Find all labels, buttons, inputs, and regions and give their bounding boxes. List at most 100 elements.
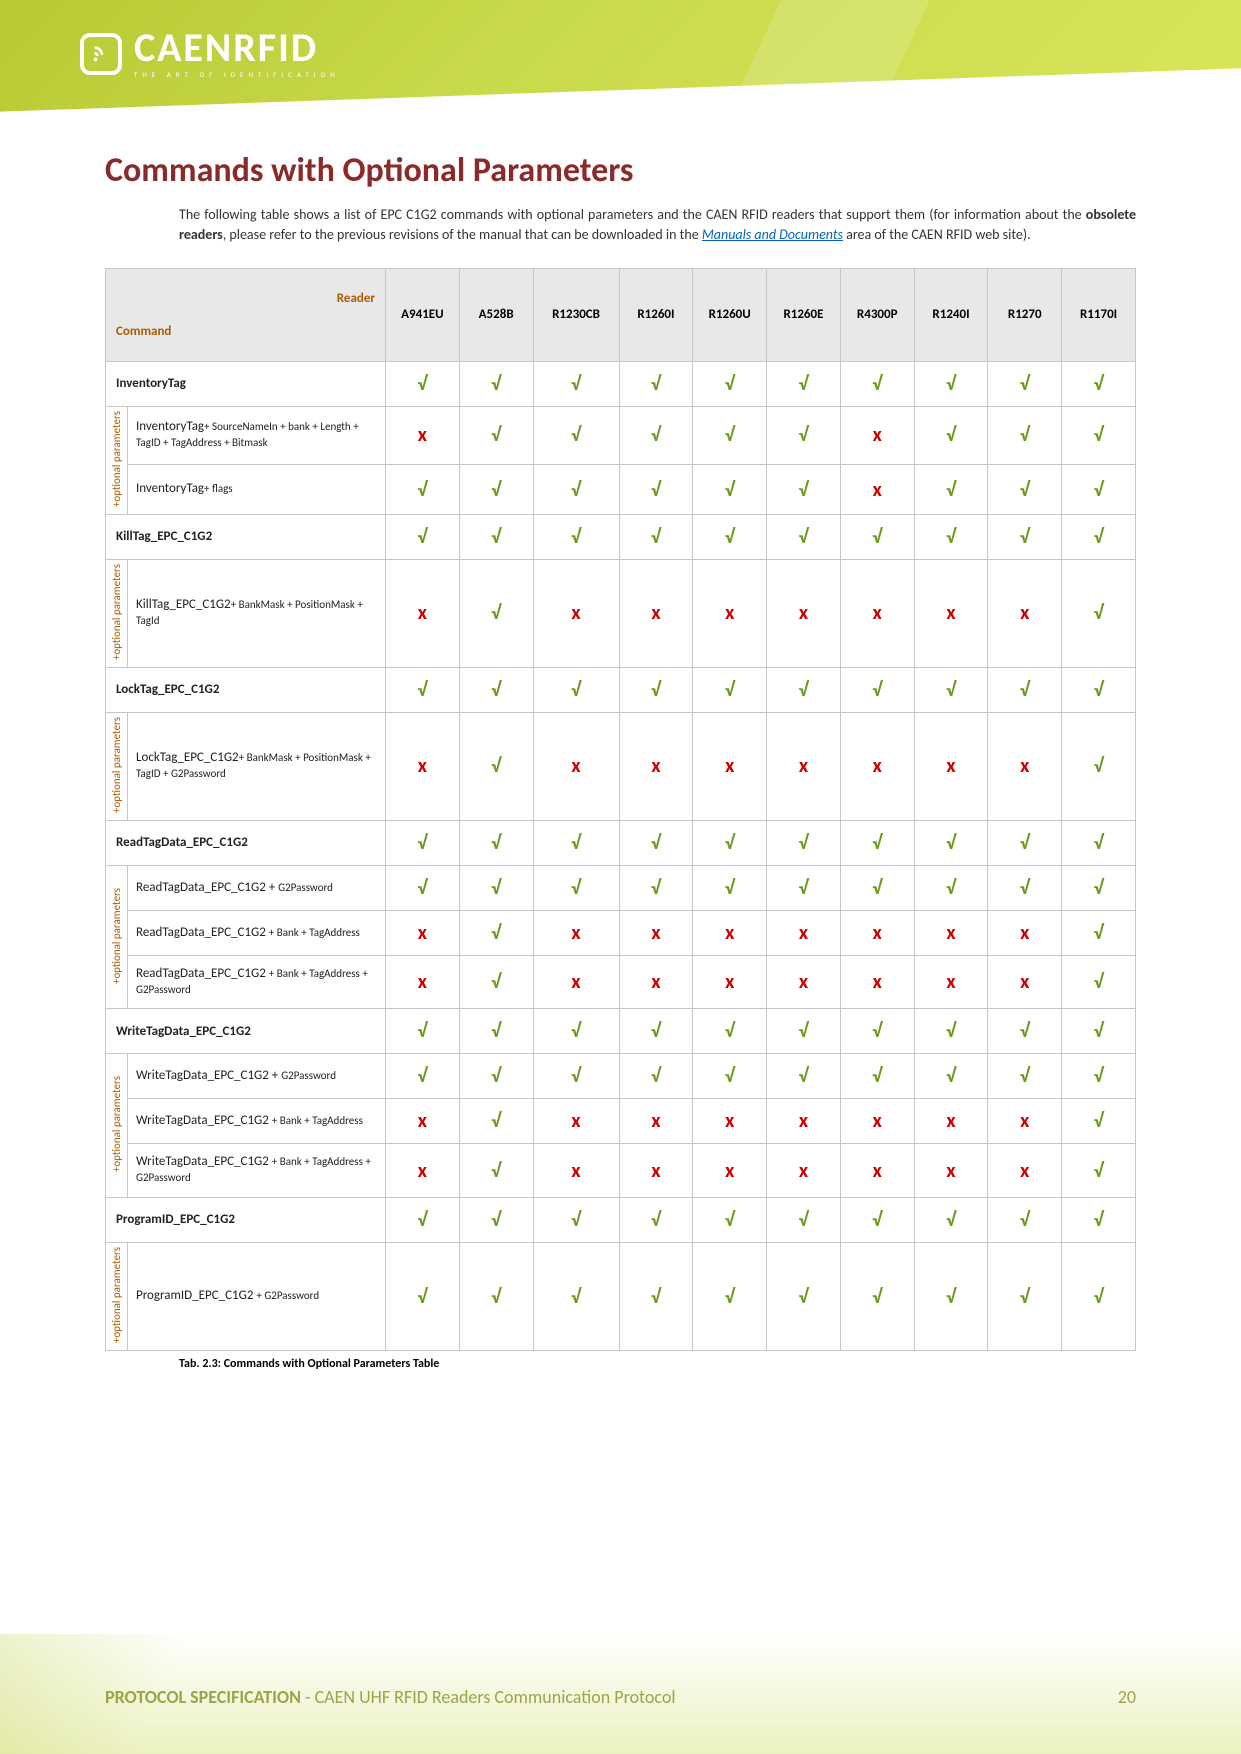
footer-sub: - CAEN UHF RFID Readers Communication Pr…: [301, 1686, 676, 1708]
support-cell: √: [767, 361, 841, 406]
sub-command-name: InventoryTag+ flags: [128, 465, 386, 514]
sub-command-name: KillTag_EPC_C1G2+ BankMask + PositionMas…: [128, 559, 386, 667]
command-name: LockTag_EPC_C1G2: [106, 667, 386, 712]
command-name: KillTag_EPC_C1G2: [106, 514, 386, 559]
support-cell: x: [914, 910, 988, 955]
support-cell: √: [533, 667, 619, 712]
support-cell: √: [459, 1144, 533, 1197]
support-cell: x: [767, 1099, 841, 1144]
support-cell: √: [767, 406, 841, 465]
sub-command-name: ProgramID_EPC_C1G2 + G2Password: [128, 1242, 386, 1350]
table-row: ReadTagData_EPC_C1G2 + Bank + TagAddress…: [106, 910, 1136, 955]
support-cell: x: [619, 559, 693, 667]
support-cell: √: [693, 1009, 767, 1054]
support-cell: x: [767, 559, 841, 667]
support-cell: √: [459, 1197, 533, 1242]
support-cell: x: [988, 1099, 1062, 1144]
support-cell: x: [767, 910, 841, 955]
support-cell: x: [386, 955, 460, 1008]
support-cell: √: [533, 465, 619, 514]
support-cell: √: [619, 1009, 693, 1054]
table-row: LockTag_EPC_C1G2√√√√√√√√√√: [106, 667, 1136, 712]
support-cell: √: [619, 361, 693, 406]
col-header: R1170I: [1062, 268, 1136, 361]
optional-params-label: +optional parameters: [106, 1242, 128, 1350]
sub-command-name: LockTag_EPC_C1G2+ BankMask + PositionMas…: [128, 712, 386, 820]
support-cell: √: [1062, 1099, 1136, 1144]
support-cell: x: [767, 712, 841, 820]
support-cell: √: [988, 820, 1062, 865]
support-cell: √: [459, 406, 533, 465]
support-cell: x: [693, 910, 767, 955]
support-cell: √: [533, 820, 619, 865]
table-row: ProgramID_EPC_C1G2√√√√√√√√√√: [106, 1197, 1136, 1242]
support-cell: √: [1062, 1144, 1136, 1197]
manuals-link[interactable]: Manuals and Documents: [702, 226, 843, 243]
support-cell: √: [533, 514, 619, 559]
support-cell: √: [619, 1054, 693, 1099]
support-cell: x: [693, 1144, 767, 1197]
support-cell: x: [840, 1099, 914, 1144]
support-cell: x: [693, 712, 767, 820]
table-row: ReadTagData_EPC_C1G2√√√√√√√√√√: [106, 820, 1136, 865]
support-cell: √: [988, 361, 1062, 406]
table-row: KillTag_EPC_C1G2√√√√√√√√√√: [106, 514, 1136, 559]
support-cell: √: [693, 865, 767, 910]
support-cell: x: [386, 712, 460, 820]
support-cell: √: [386, 361, 460, 406]
support-cell: x: [914, 712, 988, 820]
support-cell: √: [914, 1197, 988, 1242]
support-cell: √: [914, 465, 988, 514]
support-cell: √: [1062, 712, 1136, 820]
support-cell: √: [767, 465, 841, 514]
support-cell: x: [533, 1144, 619, 1197]
table-row: WriteTagData_EPC_C1G2√√√√√√√√√√: [106, 1009, 1136, 1054]
support-cell: √: [988, 465, 1062, 514]
support-cell: x: [693, 955, 767, 1008]
support-cell: x: [840, 910, 914, 955]
sub-command-name: ReadTagData_EPC_C1G2 + G2Password: [128, 865, 386, 910]
support-cell: √: [459, 514, 533, 559]
support-cell: √: [693, 667, 767, 712]
support-cell: √: [533, 406, 619, 465]
sub-command-name: WriteTagData_EPC_C1G2 + Bank + TagAddres…: [128, 1099, 386, 1144]
table-row: InventoryTag+ flags√√√√√√x√√√: [106, 465, 1136, 514]
support-cell: √: [1062, 361, 1136, 406]
support-cell: x: [767, 1144, 841, 1197]
support-cell: √: [459, 1054, 533, 1099]
support-cell: x: [840, 712, 914, 820]
support-cell: √: [533, 1197, 619, 1242]
support-cell: √: [533, 865, 619, 910]
support-cell: √: [767, 514, 841, 559]
sub-command-name: WriteTagData_EPC_C1G2 + Bank + TagAddres…: [128, 1144, 386, 1197]
col-header: R1260I: [619, 268, 693, 361]
table-caption: Tab. 2.3: Commands with Optional Paramet…: [179, 1357, 1136, 1371]
rfid-icon: [80, 33, 122, 75]
table-row: +optional parametersWriteTagData_EPC_C1G…: [106, 1054, 1136, 1099]
support-cell: √: [619, 514, 693, 559]
intro-text: , please refer to the previous revisions…: [223, 226, 702, 243]
brand-tagline: THE ART OF IDENTIFICATION: [134, 70, 340, 79]
support-cell: x: [619, 1144, 693, 1197]
support-cell: √: [533, 361, 619, 406]
reader-label: Reader: [110, 291, 381, 306]
brand-logo: CAENRFID THE ART OF IDENTIFICATION: [80, 28, 340, 79]
support-cell: √: [988, 1054, 1062, 1099]
commands-table: Reader Command A941EU A528B R1230CB R126…: [105, 268, 1136, 1351]
support-cell: √: [840, 865, 914, 910]
page-number: 20: [1118, 1686, 1136, 1708]
support-cell: √: [840, 1242, 914, 1350]
page-title: Commands with Optional Parameters: [105, 150, 1136, 191]
support-cell: √: [767, 1242, 841, 1350]
support-cell: x: [533, 559, 619, 667]
support-cell: √: [386, 820, 460, 865]
support-cell: √: [1062, 820, 1136, 865]
support-cell: x: [386, 910, 460, 955]
col-header: A941EU: [386, 268, 460, 361]
support-cell: x: [840, 559, 914, 667]
support-cell: √: [459, 910, 533, 955]
support-cell: x: [619, 1099, 693, 1144]
support-cell: √: [1062, 667, 1136, 712]
support-cell: √: [619, 406, 693, 465]
support-cell: √: [840, 361, 914, 406]
